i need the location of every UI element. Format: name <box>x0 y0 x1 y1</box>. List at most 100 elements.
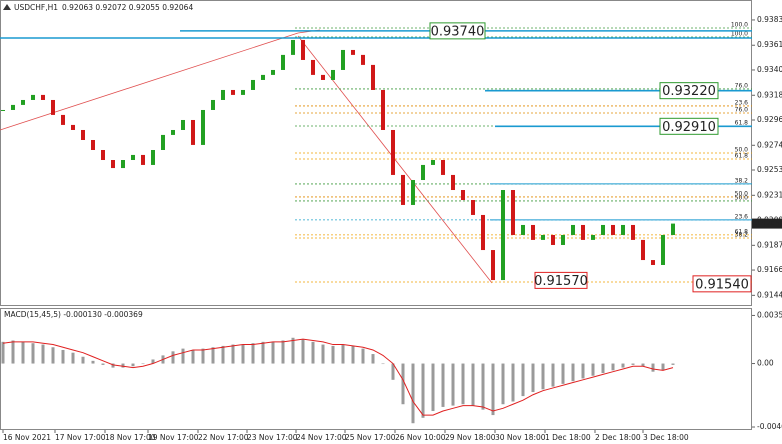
macd-bar <box>81 356 85 364</box>
candle <box>291 39 295 55</box>
candle <box>451 174 455 191</box>
macd-bar <box>581 363 585 379</box>
price-box <box>692 275 752 293</box>
y-tick-label: 0.93615 <box>757 40 782 49</box>
y-tick-label: 0.92965 <box>757 115 782 124</box>
candle <box>561 234 565 245</box>
fib-label: 23.6 <box>735 213 749 220</box>
candle <box>141 154 145 165</box>
y-tick-label: 0.00 <box>757 359 774 368</box>
macd-bar <box>181 348 185 364</box>
fib-label: 50.0 <box>735 194 749 201</box>
macd-bar <box>31 343 35 364</box>
candle <box>441 160 445 175</box>
x-tick-label: 18 Nov 17:00 <box>105 433 156 442</box>
fib-label: 61.8 <box>735 152 749 159</box>
macd-bar <box>241 344 245 364</box>
candle <box>271 69 275 75</box>
x-tick-label: 25 Nov 17:00 <box>345 433 396 442</box>
candle <box>431 160 435 165</box>
macd-bar <box>141 363 145 365</box>
candle <box>581 224 585 240</box>
candle <box>251 79 255 90</box>
candle <box>641 239 645 261</box>
candle <box>21 99 25 105</box>
macd-bar <box>401 363 405 405</box>
macd-bar <box>541 363 545 390</box>
macd-bar <box>251 343 255 364</box>
macd-bar <box>231 344 235 364</box>
macd-bar <box>71 352 75 364</box>
y-tick-label: 0.92745 <box>757 140 782 149</box>
candle <box>71 124 75 130</box>
candle <box>671 223 675 235</box>
price-box <box>659 117 719 135</box>
macd-bar <box>271 341 275 364</box>
candle <box>511 190 515 235</box>
candle <box>491 250 495 281</box>
y-tick-label: 0.003546 <box>757 310 782 319</box>
macd-bar <box>381 363 385 365</box>
macd-bar <box>561 363 565 384</box>
macd-bar <box>21 341 25 364</box>
macd-bar <box>571 363 575 382</box>
candle <box>41 94 45 100</box>
candle <box>651 260 655 265</box>
macd-bar <box>101 363 105 365</box>
fib-label: 76.0 <box>735 106 749 113</box>
macd-bar <box>671 363 675 365</box>
macd-frame <box>0 308 752 430</box>
candle <box>31 94 35 100</box>
macd-bar <box>171 351 175 364</box>
macd-bar <box>481 363 485 410</box>
macd-bar <box>1 341 5 364</box>
macd-bar <box>111 363 115 368</box>
x-tick-label: 26 Nov 10:00 <box>395 433 446 442</box>
candle <box>81 129 85 140</box>
macd-bar <box>261 341 265 364</box>
candle <box>201 109 205 145</box>
macd-bar <box>221 345 225 364</box>
candle <box>661 234 665 265</box>
macd-bar <box>461 363 465 405</box>
fib-label: 61.8 <box>735 228 749 235</box>
signal-line <box>2 338 674 416</box>
candle <box>281 54 285 70</box>
y-tick-label: 0.91875 <box>757 240 782 249</box>
candle <box>231 89 235 95</box>
macd-bar <box>191 349 195 364</box>
candle <box>401 174 405 205</box>
candle <box>611 224 615 235</box>
candle <box>591 234 595 240</box>
x-tick-label: 1 Dec 18:00 <box>545 433 591 442</box>
macd-bar <box>11 340 15 364</box>
macd-bar <box>131 363 135 367</box>
macd-bar <box>491 363 495 416</box>
macd-bar <box>371 354 375 364</box>
x-tick-label: 29 Nov 18:00 <box>445 433 496 442</box>
macd-bar <box>611 363 615 371</box>
candle <box>101 149 105 161</box>
fib-label: 50.0 <box>735 146 749 153</box>
current-price-box <box>752 218 782 229</box>
candle <box>121 160 125 169</box>
price-title: USDCHF,H1 <box>14 3 58 12</box>
macd-bar <box>91 360 95 364</box>
y-tick-label: -0.00468 <box>757 422 782 431</box>
candle <box>301 39 305 60</box>
candle <box>421 164 425 181</box>
candle <box>471 200 475 215</box>
price-box-label: 0.92910 <box>662 120 716 135</box>
candle <box>191 119 195 145</box>
fib-label: 100.0 <box>731 30 748 37</box>
macd-bar <box>391 363 395 380</box>
price-box <box>659 82 719 100</box>
macd-bar <box>361 348 365 364</box>
macd-bar <box>151 359 155 364</box>
y-tick-label: 0.93835 <box>757 15 782 24</box>
macd-bar <box>121 363 125 368</box>
candle <box>481 214 485 251</box>
